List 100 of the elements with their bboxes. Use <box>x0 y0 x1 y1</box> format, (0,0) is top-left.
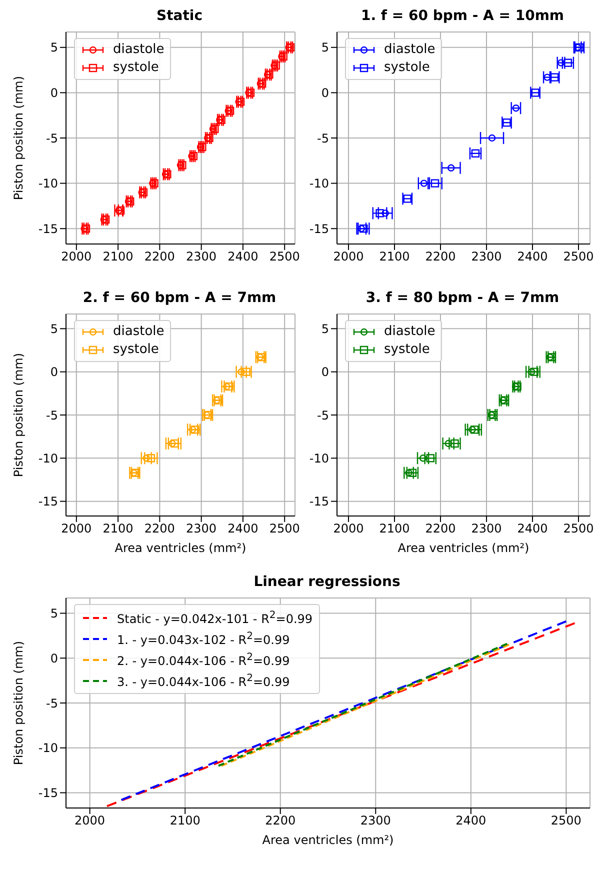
y-tick-label: -5 <box>46 408 58 422</box>
point <box>471 149 480 158</box>
point <box>256 354 264 361</box>
x-tick-label: 2000 <box>74 814 106 828</box>
x-tick-label: 2200 <box>144 250 175 264</box>
x-tick-label: 2100 <box>170 814 200 828</box>
x-tick-label: 2400 <box>228 250 258 264</box>
y-tick-label: 5 <box>50 40 58 55</box>
x-tick-label: 2500 <box>269 522 300 536</box>
legend-label: systole <box>384 341 430 359</box>
y-tick-label: -15 <box>38 786 58 800</box>
point <box>489 410 498 420</box>
point <box>100 216 108 224</box>
y-tick-label: 5 <box>50 322 58 336</box>
point <box>256 80 264 88</box>
point <box>245 89 252 96</box>
y-tick-label: -10 <box>309 176 329 191</box>
x-tick-label: 2000 <box>61 522 92 536</box>
y-tick-label: -5 <box>317 131 329 146</box>
x-axis-title: Area ventricles (mm²) <box>114 541 246 555</box>
point <box>126 197 134 206</box>
legend-label: systole <box>113 341 159 359</box>
point <box>419 454 427 462</box>
x-tick-label: 2300 <box>471 250 502 264</box>
x-tick-label: 2100 <box>102 522 134 536</box>
x-tick-label: 2300 <box>360 814 391 828</box>
point <box>270 62 278 70</box>
legend-label: diastole <box>113 41 164 59</box>
point <box>150 179 158 188</box>
x-tick-label: 2000 <box>333 522 364 536</box>
point <box>546 354 554 361</box>
y-tick-label: 0 <box>50 365 58 380</box>
y-tick-label: -5 <box>46 131 58 146</box>
point <box>470 426 479 434</box>
y-tick-label: 0 <box>321 86 329 100</box>
y-axis-title: Piston position (mm) <box>11 76 26 200</box>
point <box>223 382 230 390</box>
legend-label: Static - y=0.042x-101 - R$^{2}$=0.99 <box>117 609 313 628</box>
point <box>488 134 496 142</box>
point <box>468 426 476 434</box>
x-tick-label: 2500 <box>563 522 594 536</box>
point <box>286 43 295 52</box>
point <box>176 162 184 169</box>
point <box>242 368 250 376</box>
point <box>513 382 522 391</box>
point <box>488 411 496 419</box>
x-tick-label: 2500 <box>550 814 582 828</box>
point <box>403 194 412 203</box>
chart-title: 2. f = 60 bpm - A = 7mm <box>82 290 278 308</box>
chart-title: 1. f = 60 bpm - A = 10mm <box>360 8 566 26</box>
point <box>101 215 110 224</box>
point <box>246 88 255 97</box>
legend-label: 1. - y=0.043x-102 - R$^{2}$=0.99 <box>117 630 290 649</box>
y-tick-label: 0 <box>50 651 58 666</box>
x-tick-label: 2500 <box>563 250 594 264</box>
y-tick-label: -10 <box>309 451 329 466</box>
point <box>115 206 122 214</box>
x-tick-label: 2300 <box>186 250 217 264</box>
x-tick-label: 2400 <box>517 522 548 536</box>
point <box>124 198 132 206</box>
x-tick-label: 2500 <box>269 250 300 264</box>
legend-label: diastole <box>113 323 164 341</box>
point <box>278 52 286 60</box>
legend-label: systole <box>113 59 159 77</box>
point <box>235 98 242 106</box>
point <box>236 98 245 106</box>
point <box>285 44 292 51</box>
point <box>238 368 245 376</box>
point <box>376 209 384 218</box>
point <box>188 152 196 160</box>
legend-label: 3. - y=0.044x-106 - R$^{2}$=0.99 <box>117 672 290 691</box>
y-tick-label: -10 <box>38 741 58 756</box>
x-axis-title: Area ventricles (mm²) <box>398 541 530 555</box>
point <box>170 439 179 448</box>
point <box>196 143 204 151</box>
point <box>499 396 507 404</box>
point <box>575 43 584 52</box>
y-tick-label: -10 <box>38 451 58 466</box>
x-tick-label: 2100 <box>379 522 410 536</box>
y-tick-label: -10 <box>38 176 58 191</box>
point <box>149 180 156 187</box>
point <box>264 70 272 78</box>
x-tick-label: 2200 <box>265 814 296 828</box>
point <box>444 440 452 448</box>
legend-label: diastole <box>384 323 436 341</box>
point <box>512 104 520 112</box>
legend-label: systole <box>384 59 430 77</box>
point <box>130 469 138 476</box>
y-tick-label: -5 <box>317 408 329 422</box>
point <box>138 188 146 196</box>
x-axis-title: Area ventricles (mm²) <box>262 833 394 847</box>
point <box>163 170 172 178</box>
point <box>189 152 198 160</box>
point <box>447 164 455 172</box>
point <box>190 426 200 434</box>
point <box>279 52 288 61</box>
legend-label: diastole <box>384 41 436 59</box>
point <box>224 107 232 114</box>
point <box>216 116 224 124</box>
point <box>531 88 540 97</box>
